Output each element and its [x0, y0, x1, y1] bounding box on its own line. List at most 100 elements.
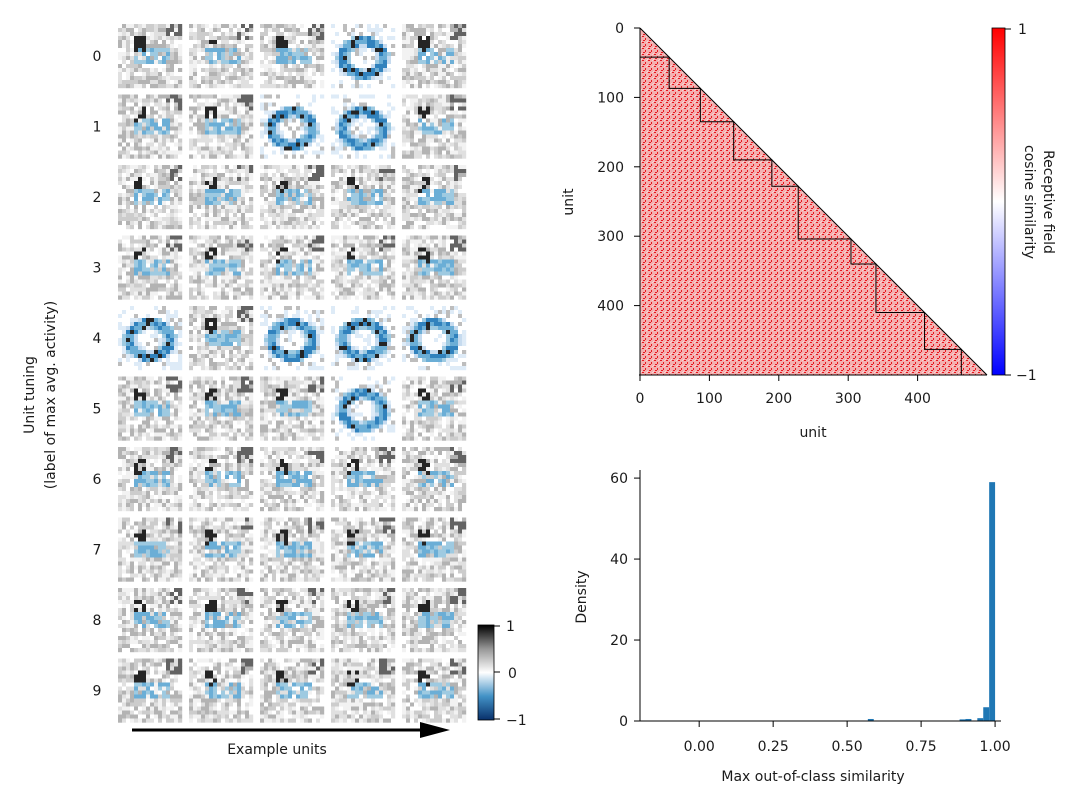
rf-cell [331, 447, 396, 512]
rf-cell [260, 24, 325, 89]
hist-y-tick-label: 60 [610, 471, 628, 487]
rf-cell [189, 447, 254, 512]
rf-cell [402, 447, 467, 512]
rf-cell [189, 658, 254, 723]
rf-cells [118, 24, 467, 723]
rf-row-label: 8 [93, 613, 102, 629]
rf-cell [331, 306, 396, 371]
rf-row-label: 6 [93, 472, 102, 488]
rf-cell [189, 517, 254, 582]
class-block-outlines [639, 27, 988, 376]
rf-xlabel: Example units [227, 742, 327, 758]
rf-cell [402, 588, 467, 653]
histogram-bar [977, 718, 984, 721]
rf-cell [189, 376, 254, 441]
hist-x-tick-label: 0.75 [906, 739, 937, 755]
rf-cell [331, 165, 396, 230]
rf-cell [331, 517, 396, 582]
sim-y-ticks: 0 100 200 300 400 [597, 21, 640, 315]
rf-row-label: 3 [93, 261, 102, 277]
rf-cell [331, 24, 396, 89]
histogram-bar [965, 718, 972, 721]
rf-cell [260, 306, 325, 371]
rf-cell [260, 376, 325, 441]
rf-cell [260, 588, 325, 653]
rf-cell [118, 235, 183, 300]
hist-y-tick-label: 0 [619, 714, 628, 730]
hist-x-tick-label: 0.25 [758, 739, 789, 755]
rf-cell [118, 517, 183, 582]
sim-x-tick-label: 100 [696, 391, 723, 407]
rf-cell [402, 517, 467, 582]
hist-y-tick-label: 40 [610, 552, 628, 568]
rf-cell [260, 94, 325, 159]
sim-y-tick-label: 300 [597, 229, 624, 245]
rf-cell [260, 165, 325, 230]
rf-row-label: 0 [93, 49, 102, 65]
rf-cell [118, 588, 183, 653]
similarity-colorbar-tick: 1 [1018, 22, 1027, 38]
diagonal-edge [639, 27, 988, 376]
rf-grid-panel: 0 1 2 3 4 5 6 7 8 9 Unit tuning (label of max avg… [22, 24, 527, 758]
rf-cell [189, 94, 254, 159]
rf-colorbar-tick: 0 [508, 666, 517, 682]
similarity-colorbar-label-line1: Receptive field [1040, 150, 1056, 254]
sim-y-tick-label: 0 [615, 21, 624, 37]
rf-cell [331, 658, 396, 723]
rf-cell [189, 165, 254, 230]
sim-x-tick-label: 400 [904, 391, 931, 407]
rf-cell [260, 658, 325, 723]
rf-ylabel-line1: Unit tuning [22, 356, 38, 434]
histogram-bar [867, 718, 874, 721]
rf-colorbar-tick: −1 [506, 713, 527, 729]
histogram-bar [989, 482, 996, 721]
rf-cell [118, 306, 183, 371]
hist-y-ticks: 0 20 40 60 [610, 471, 640, 730]
sim-x-tick-label: 0 [636, 391, 645, 407]
hist-x-tick-label: 0.50 [832, 739, 863, 755]
hist-ylabel: Density [574, 570, 590, 623]
hist-x-tick-label: 0.00 [684, 739, 715, 755]
sim-x-tick-label: 300 [835, 391, 862, 407]
rf-cell [402, 235, 467, 300]
sim-y-tick-label: 100 [597, 90, 624, 106]
rf-row-label: 1 [93, 120, 102, 136]
rf-cell [402, 306, 467, 371]
rf-row-label: 2 [93, 190, 102, 206]
sim-ylabel: unit [561, 188, 577, 216]
similarity-colorbar-tick: −1 [1016, 368, 1037, 384]
sim-x-tick-label: 200 [765, 391, 792, 407]
example-units-arrow-head [420, 722, 450, 738]
sim-xlabel: unit [799, 425, 827, 441]
hist-xlabel: Max out-of-class similarity [721, 769, 904, 785]
rf-cell [260, 235, 325, 300]
rf-row-labels: 0 1 2 3 4 5 6 7 8 9 [93, 49, 102, 700]
hist-x-tick-label: 1.00 [979, 739, 1010, 755]
histogram-bar [983, 707, 990, 721]
rf-cell [331, 376, 396, 441]
rf-cell [331, 94, 396, 159]
rf-ylabel-line2: (label of max avg. activity) [43, 301, 59, 489]
rf-cell [118, 376, 183, 441]
rf-colorbar-tick: 1 [506, 619, 515, 635]
sim-x-ticks: 0 100 200 300 400 [636, 375, 931, 407]
rf-cell [260, 517, 325, 582]
rf-cell [118, 447, 183, 512]
rf-cell [118, 165, 183, 230]
rf-row-label: 5 [93, 402, 102, 418]
rf-cell [118, 658, 183, 723]
sim-y-tick-label: 200 [597, 160, 624, 176]
histogram-bars [867, 482, 996, 721]
rf-cell [189, 306, 254, 371]
rf-cell [118, 94, 183, 159]
histogram-panel: 0.00 0.25 0.50 0.75 1.00 0 20 40 60 Max out-of-… [574, 470, 1011, 785]
rf-row-label: 4 [93, 331, 102, 347]
rf-colorbar [477, 624, 495, 721]
rf-cell [260, 447, 325, 512]
rf-cell [189, 24, 254, 89]
rf-cell [189, 588, 254, 653]
similarity-colorbar-label-line2: cosine similarity [1021, 145, 1037, 259]
